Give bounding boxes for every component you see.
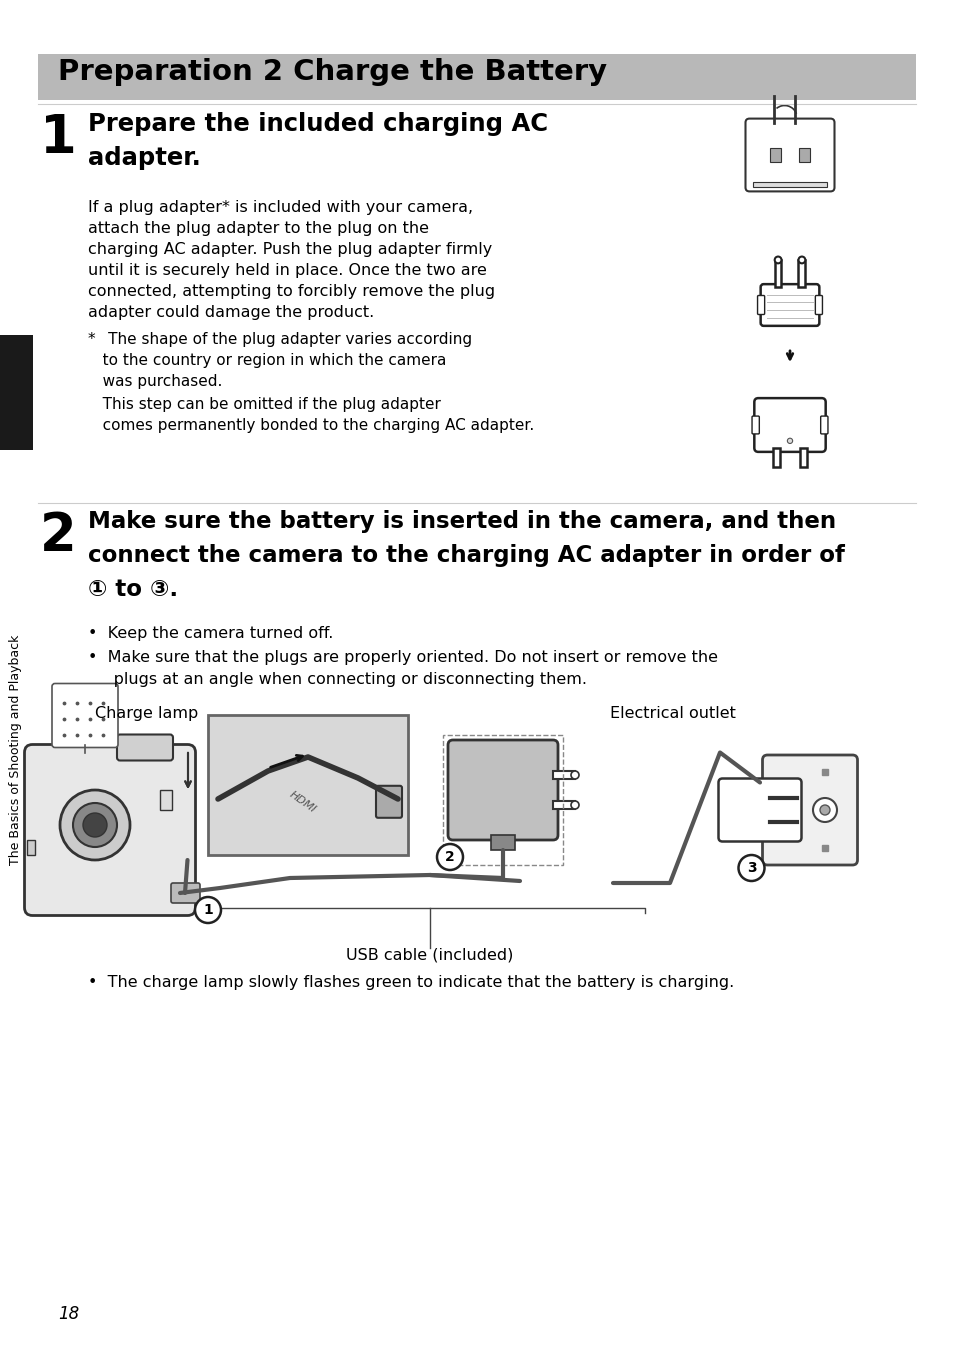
FancyBboxPatch shape — [751, 416, 759, 434]
Text: Charge lamp: Charge lamp — [95, 706, 198, 721]
Text: •  Keep the camera turned off.: • Keep the camera turned off. — [88, 625, 333, 642]
Bar — [769, 148, 781, 163]
Circle shape — [73, 803, 117, 847]
Bar — [491, 835, 515, 850]
FancyBboxPatch shape — [117, 734, 172, 760]
FancyBboxPatch shape — [744, 118, 834, 191]
Circle shape — [60, 790, 130, 859]
Text: 2: 2 — [40, 510, 76, 562]
FancyBboxPatch shape — [815, 296, 821, 315]
Text: 3: 3 — [746, 861, 756, 876]
Text: to the country or region in which the camera: to the country or region in which the ca… — [88, 352, 446, 369]
Circle shape — [786, 438, 792, 444]
Circle shape — [798, 257, 804, 264]
Text: Preparation 2 Charge the Battery: Preparation 2 Charge the Battery — [58, 58, 606, 86]
Text: If a plug adapter* is included with your camera,: If a plug adapter* is included with your… — [88, 200, 473, 215]
Text: Prepare the included charging AC: Prepare the included charging AC — [88, 112, 548, 136]
Text: Make sure the battery is inserted in the camera, and then: Make sure the battery is inserted in the… — [88, 510, 835, 533]
Bar — [160, 790, 172, 810]
Bar — [0, 335, 33, 451]
Text: 1: 1 — [203, 902, 213, 917]
Text: ① to ③.: ① to ③. — [88, 578, 178, 601]
Text: connect the camera to the charging AC adapter in order of: connect the camera to the charging AC ad… — [88, 543, 844, 568]
Circle shape — [812, 798, 836, 822]
Text: The Basics of Shooting and Playback: The Basics of Shooting and Playback — [10, 635, 23, 865]
Text: charging AC adapter. Push the plug adapter firmly: charging AC adapter. Push the plug adapt… — [88, 242, 492, 257]
Circle shape — [194, 897, 221, 923]
Circle shape — [738, 855, 763, 881]
FancyBboxPatch shape — [25, 745, 195, 916]
Text: until it is securely held in place. Once the two are: until it is securely held in place. Once… — [88, 264, 486, 278]
Text: attach the plug adapter to the plug on the: attach the plug adapter to the plug on t… — [88, 221, 429, 235]
Circle shape — [770, 93, 776, 98]
Text: Electrical outlet: Electrical outlet — [609, 706, 735, 721]
FancyBboxPatch shape — [761, 755, 857, 865]
Bar — [798, 260, 804, 286]
Bar — [553, 802, 575, 808]
Bar — [752, 182, 826, 187]
Text: *  The shape of the plug adapter varies according: * The shape of the plug adapter varies a… — [88, 332, 472, 347]
FancyBboxPatch shape — [171, 884, 200, 902]
Bar — [28, 841, 35, 855]
FancyBboxPatch shape — [448, 740, 558, 841]
Circle shape — [571, 802, 578, 808]
FancyBboxPatch shape — [52, 683, 118, 748]
Circle shape — [792, 93, 798, 98]
FancyBboxPatch shape — [757, 296, 764, 315]
Bar — [773, 448, 780, 467]
Text: plugs at an angle when connecting or disconnecting them.: plugs at an angle when connecting or dis… — [88, 672, 586, 687]
FancyBboxPatch shape — [754, 398, 824, 452]
Text: This step can be omitted if the plug adapter: This step can be omitted if the plug ada… — [88, 397, 440, 412]
Text: 18: 18 — [58, 1305, 79, 1323]
Bar — [774, 260, 781, 286]
Bar — [553, 771, 575, 779]
Circle shape — [436, 845, 462, 870]
Text: •  The charge lamp slowly flashes green to indicate that the battery is charging: • The charge lamp slowly flashes green t… — [88, 975, 734, 990]
Text: USB cable (included): USB cable (included) — [346, 948, 513, 963]
Bar — [799, 148, 809, 163]
Text: adapter could damage the product.: adapter could damage the product. — [88, 305, 374, 320]
FancyBboxPatch shape — [760, 284, 819, 325]
Text: 1: 1 — [40, 112, 76, 164]
Bar — [208, 716, 408, 855]
Text: HDMI: HDMI — [288, 790, 317, 815]
FancyBboxPatch shape — [718, 779, 801, 842]
Circle shape — [571, 771, 578, 779]
Text: •  Make sure that the plugs are properly oriented. Do not insert or remove the: • Make sure that the plugs are properly … — [88, 650, 718, 664]
Text: connected, attempting to forcibly remove the plug: connected, attempting to forcibly remove… — [88, 284, 495, 299]
Bar — [799, 448, 806, 467]
Text: 2: 2 — [445, 850, 455, 863]
Bar — [442, 734, 562, 865]
Bar — [38, 54, 915, 100]
Text: comes permanently bonded to the charging AC adapter.: comes permanently bonded to the charging… — [88, 418, 534, 433]
Circle shape — [820, 806, 829, 815]
Circle shape — [83, 812, 107, 837]
FancyBboxPatch shape — [820, 416, 827, 434]
Text: was purchased.: was purchased. — [88, 374, 222, 389]
Circle shape — [774, 257, 781, 264]
FancyBboxPatch shape — [375, 785, 401, 818]
Text: adapter.: adapter. — [88, 147, 201, 169]
